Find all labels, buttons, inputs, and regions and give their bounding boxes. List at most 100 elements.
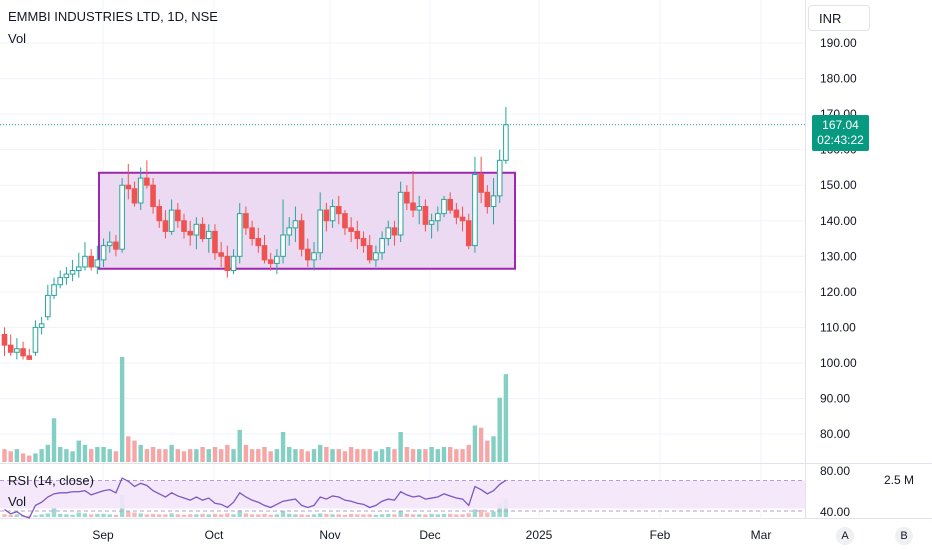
- volume-bar: [107, 449, 112, 462]
- price-axis[interactable]: 190.00180.00170.00160.00150.00140.00130.…: [820, 36, 857, 519]
- volume-bar: [206, 449, 211, 462]
- rsi-pane-volume-bar: [132, 512, 137, 517]
- rsi-pane-volume-bar: [113, 514, 119, 517]
- rsi-pane-volume-bar: [150, 513, 156, 517]
- volume-bar: [348, 447, 354, 462]
- candle-body: [354, 230, 361, 240]
- rsi-pane-volume-bar: [466, 513, 471, 517]
- volume-legend[interactable]: Vol: [8, 31, 27, 46]
- candle-body: [267, 259, 274, 264]
- rsi-pane-volume-bar: [274, 514, 280, 517]
- time-axis[interactable]: Sep Oct Nov Dec 2025 Feb Mar: [92, 528, 771, 542]
- candle-body: [453, 209, 460, 218]
- candle-body: [472, 174, 478, 247]
- rsi-pane-vol-legend[interactable]: Vol: [8, 494, 27, 509]
- rsi-pane-volume-bar: [454, 514, 459, 517]
- volume-bar: [70, 451, 75, 462]
- volume-bar: [435, 449, 440, 462]
- rsi-pane-volume-bar: [237, 510, 242, 517]
- candle-body: [249, 227, 255, 240]
- rsi-pane-volume-bar: [299, 514, 304, 517]
- volume-bar: [163, 449, 168, 462]
- volume-bar: [336, 449, 341, 462]
- volume-bar: [218, 449, 224, 462]
- time-axis-tick: Nov: [319, 528, 340, 542]
- last-price-value: 167.04: [822, 118, 859, 132]
- rsi-pane-volume-bar: [361, 514, 366, 517]
- rsi-pane-volume-bar: [497, 503, 502, 517]
- rsi-pane-volume-bar: [70, 514, 75, 517]
- rsi-pane-volume-bar: [268, 514, 273, 517]
- rsi-pane-volume-bar: [404, 513, 410, 517]
- rsi-pane-volume-bar: [330, 514, 335, 517]
- rsi-pane-volume-bar: [441, 513, 447, 517]
- candle-body: [435, 213, 441, 222]
- rsi-pane-volume-bar: [472, 509, 478, 517]
- volume-bar: [280, 432, 286, 462]
- candle-body: [397, 191, 404, 236]
- candle-body: [323, 209, 330, 222]
- volume-bar: [231, 449, 236, 462]
- rsi-pane-volume-bar: [305, 514, 311, 517]
- candle-body: [150, 184, 156, 208]
- candle-body: [20, 348, 26, 357]
- rsi-pane-volume-bar: [14, 514, 20, 517]
- last-price-tag: 167.04 02:43:22: [812, 115, 869, 151]
- volume-bar: [299, 449, 304, 462]
- volume-bar: [355, 449, 360, 462]
- volume-bar: [478, 427, 484, 462]
- volume-bar: [27, 455, 32, 462]
- candle-body: [422, 206, 429, 225]
- rsi-pane-volume-bar: [429, 513, 434, 517]
- volume-bar: [157, 449, 162, 462]
- log-scale-button[interactable]: B: [895, 527, 913, 545]
- volume-bar: [293, 449, 298, 462]
- candle-body: [428, 220, 435, 225]
- volume-bar: [447, 447, 453, 462]
- rsi-pane-volume-bar: [491, 511, 496, 517]
- volume-bar: [417, 449, 422, 462]
- rsi-pane-volume-bar: [181, 514, 187, 517]
- rsi-pane-volume-bar: [355, 514, 360, 517]
- price-axis-tick: 90.00: [820, 392, 850, 406]
- volume-bar: [119, 357, 125, 462]
- volume-bar: [311, 449, 317, 462]
- candle-body: [14, 348, 20, 353]
- currency-button[interactable]: INR: [808, 5, 870, 31]
- candle-body: [329, 206, 336, 222]
- volume-bar: [212, 447, 218, 462]
- auto-scale-button[interactable]: A: [836, 527, 854, 545]
- rsi-pane-volume-bar: [485, 512, 490, 517]
- price-axis-tick: 140.00: [820, 214, 857, 228]
- price-axis-tick: 130.00: [820, 249, 857, 263]
- volume-bar: [361, 449, 366, 462]
- volume-bar: [243, 444, 249, 462]
- volume-bar: [404, 447, 410, 462]
- candles: [1, 106, 509, 360]
- rsi-pane-volume-bar: [157, 514, 162, 517]
- rsi-pane-volume-bar: [417, 514, 422, 517]
- candle-body: [106, 241, 113, 247]
- volume-bar: [58, 447, 63, 462]
- rsi-pane-volume-bar: [163, 514, 168, 517]
- candle-body: [484, 191, 491, 208]
- symbol-legend[interactable]: EMMBI INDUSTRIES LTD, 1D, NSE: [8, 9, 218, 24]
- rsi-pane-volume-bar: [379, 514, 385, 517]
- candle-body: [175, 209, 181, 222]
- rsi-pane-volume-bar: [392, 514, 397, 517]
- volume-bar: [126, 436, 131, 462]
- volume-bar: [287, 447, 292, 462]
- rsi-legend[interactable]: RSI (14, close): [8, 473, 94, 488]
- volume-bar: [95, 447, 100, 462]
- candle-body: [100, 245, 107, 261]
- volume-bar: [342, 451, 348, 462]
- candle-body: [193, 223, 200, 236]
- candle-body: [131, 188, 138, 204]
- volume-bar: [200, 447, 205, 462]
- time-axis-tick: Mar: [751, 528, 772, 542]
- volume-bar: [274, 449, 280, 462]
- rsi-pane-volume-bar: [324, 513, 329, 517]
- candle-body: [218, 252, 224, 257]
- volume-bar: [472, 425, 478, 462]
